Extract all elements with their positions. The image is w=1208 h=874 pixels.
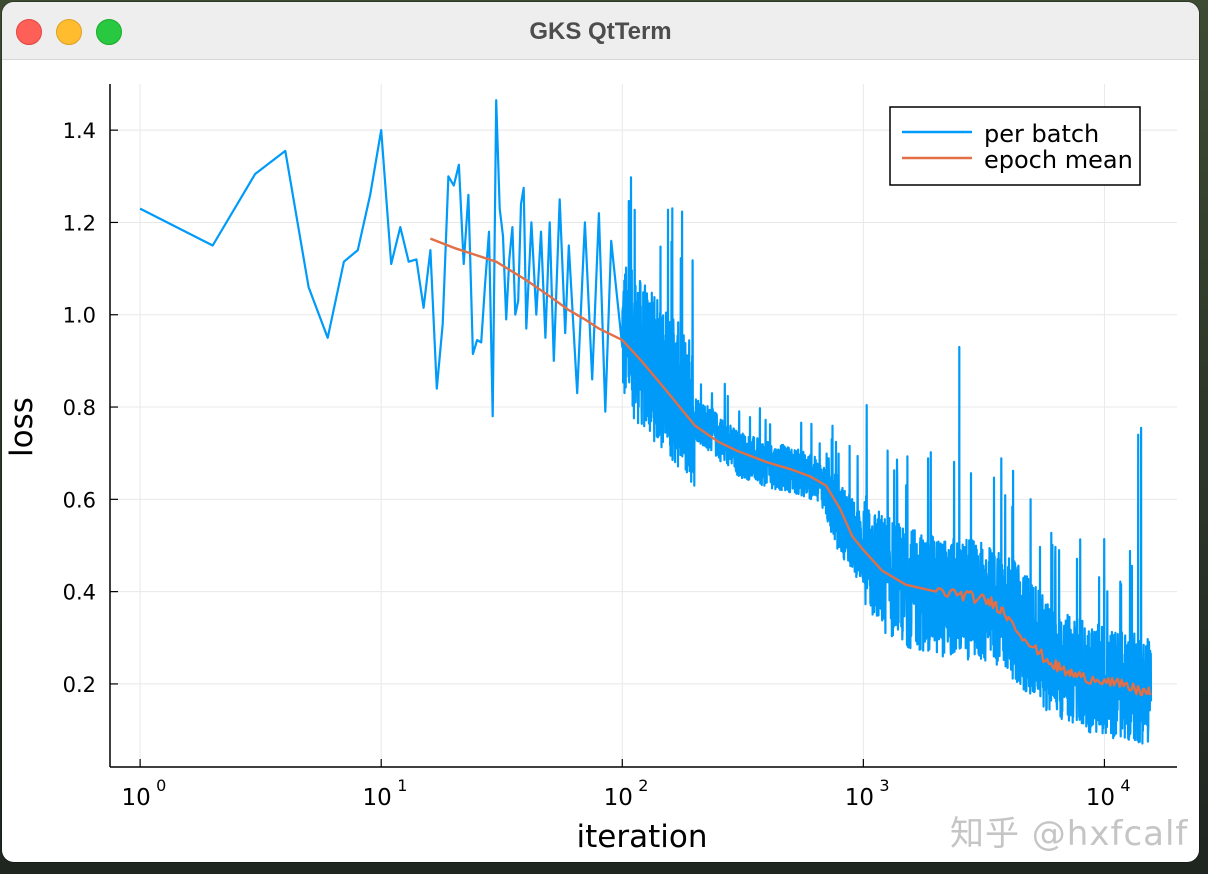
y-tick-label: 0.2 [63,673,96,697]
y-tick-label: 0.6 [63,488,96,512]
y-tick-label: 0.4 [63,581,96,605]
y-axis-label: loss [4,397,40,457]
window-titlebar[interactable]: GKS QtTerm [2,2,1199,60]
window-title: GKS QtTerm [529,18,672,45]
legend-box [889,106,1141,186]
y-tick-label: 0.8 [63,396,96,420]
close-window-button[interactable] [16,19,42,45]
grid-lines [110,84,1177,767]
y-tick-label: 1.4 [63,119,96,143]
x-tick-exponent: 4 [1120,776,1130,795]
x-tick-exponent: 0 [156,776,166,795]
tick-labels: 0.2 0.4 0.6 0.8 1.0 1.2 1.4 10 0 10 1 10 2 10 3 10 4 [63,119,1131,811]
x-tick-label: 10 [121,785,150,811]
legend-label-epoch-mean: epoch mean [984,146,1133,174]
legend-label-per-batch: per batch [984,120,1099,148]
series-lines [139,99,1153,745]
plot-window: GKS QtTerm 0.2 0.4 0.6 0.8 1.0 1.2 1.4 10 0 10 1 10… [2,2,1199,862]
x-tick-label: 10 [363,785,392,811]
y-tick-label: 1.0 [63,304,96,328]
y-tick-label: 1.2 [63,211,96,235]
x-tick-label: 10 [1086,785,1115,811]
series-epoch-mean-line [429,237,1152,697]
minimize-window-button[interactable] [56,19,82,45]
x-axis-label: iteration [577,819,708,855]
series-per-batch-line [139,99,1153,745]
x-tick-exponent: 2 [638,776,648,795]
axes [109,84,1177,768]
loss-chart: 0.2 0.4 0.6 0.8 1.0 1.2 1.4 10 0 10 1 10 2 10 3 10 4 ite… [4,84,1177,855]
x-tick-exponent: 1 [397,776,407,795]
x-tick-label: 10 [845,785,874,811]
x-tick-label: 10 [604,785,633,811]
x-tick-exponent: 3 [879,776,889,795]
maximize-window-button[interactable] [96,19,122,45]
watermark-text: 知乎 @hxfcalf [950,814,1189,854]
legend: per batch epoch mean [889,106,1141,186]
